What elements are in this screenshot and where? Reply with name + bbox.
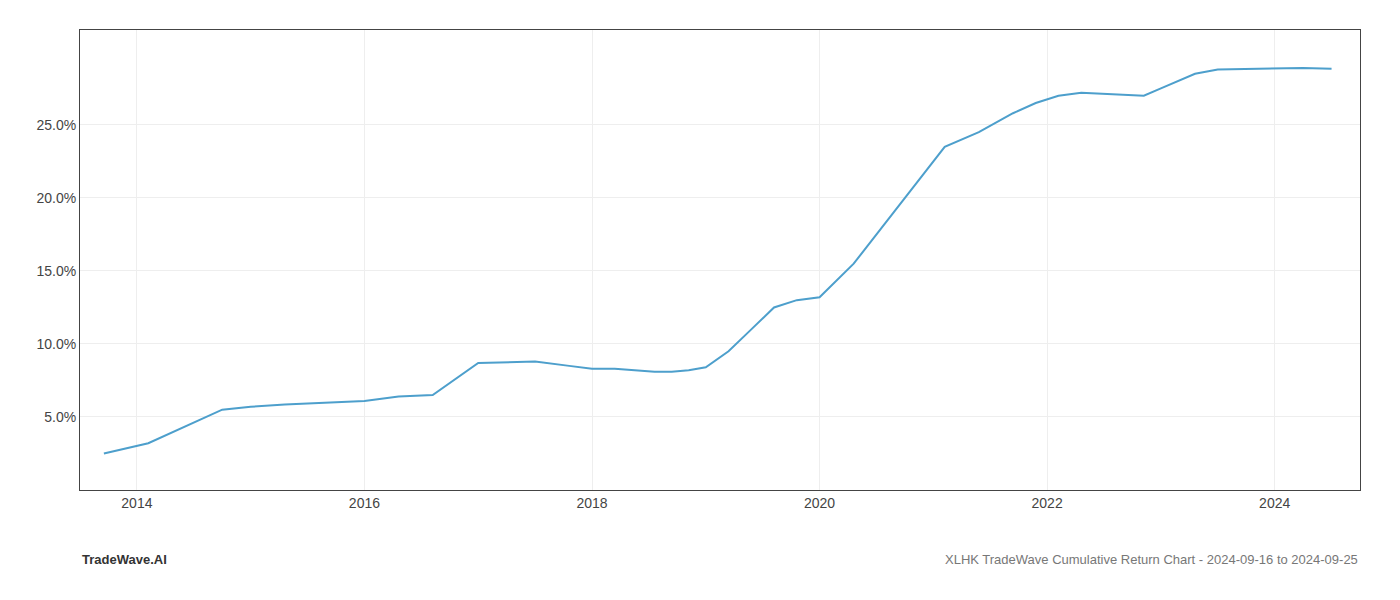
svg-text:20.0%: 20.0%: [36, 190, 76, 206]
svg-text:2020: 2020: [804, 495, 835, 511]
svg-text:15.0%: 15.0%: [36, 263, 76, 279]
svg-text:XLHK TradeWave Cumulative Retu: XLHK TradeWave Cumulative Return Chart -…: [945, 552, 1358, 567]
svg-text:2022: 2022: [1032, 495, 1063, 511]
svg-text:25.0%: 25.0%: [36, 117, 76, 133]
svg-text:2018: 2018: [576, 495, 607, 511]
svg-text:2016: 2016: [349, 495, 380, 511]
svg-text:2014: 2014: [121, 495, 152, 511]
svg-text:TradeWave.AI: TradeWave.AI: [82, 552, 167, 567]
svg-text:5.0%: 5.0%: [44, 409, 76, 425]
svg-text:2024: 2024: [1259, 495, 1290, 511]
svg-text:10.0%: 10.0%: [36, 336, 76, 352]
